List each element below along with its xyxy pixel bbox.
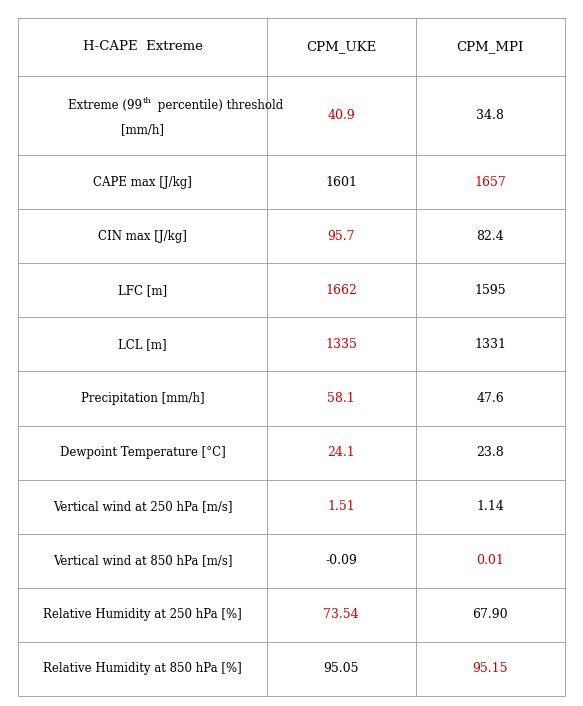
- Text: 1335: 1335: [325, 338, 357, 351]
- Text: 1.51: 1.51: [328, 500, 355, 513]
- Text: 95.05: 95.05: [324, 662, 359, 676]
- Text: 82.4: 82.4: [476, 229, 504, 243]
- Text: 47.6: 47.6: [476, 392, 504, 405]
- Text: [mm/h]: [mm/h]: [121, 124, 164, 136]
- Text: LFC [m]: LFC [m]: [118, 284, 167, 297]
- Text: 23.8: 23.8: [476, 446, 504, 459]
- Text: CPM_MPI: CPM_MPI: [456, 40, 524, 54]
- Text: Extreme (99: Extreme (99: [68, 99, 142, 112]
- Text: 95.15: 95.15: [473, 662, 508, 676]
- Text: 1601: 1601: [325, 176, 357, 189]
- Text: H-CAPE  Extreme: H-CAPE Extreme: [83, 40, 202, 54]
- Text: th: th: [142, 97, 151, 105]
- Text: CPM_UKE: CPM_UKE: [306, 40, 377, 54]
- Text: 1657: 1657: [475, 176, 506, 189]
- Text: 1331: 1331: [475, 338, 506, 351]
- Text: 73.54: 73.54: [324, 609, 359, 621]
- Text: -0.09: -0.09: [325, 554, 357, 568]
- Text: 24.1: 24.1: [328, 446, 355, 459]
- Text: 40.9: 40.9: [328, 109, 355, 122]
- Text: Dewpoint Temperature [°C]: Dewpoint Temperature [°C]: [59, 446, 225, 459]
- Text: 1595: 1595: [475, 284, 506, 297]
- Text: 67.90: 67.90: [473, 609, 508, 621]
- Text: 95.7: 95.7: [328, 229, 355, 243]
- Text: Vertical wind at 850 hPa [m/s]: Vertical wind at 850 hPa [m/s]: [52, 554, 232, 568]
- Text: 58.1: 58.1: [328, 392, 355, 405]
- Text: Relative Humidity at 850 hPa [%]: Relative Humidity at 850 hPa [%]: [43, 662, 242, 676]
- Text: LCL [m]: LCL [m]: [118, 338, 167, 351]
- Text: CIN max [J/kg]: CIN max [J/kg]: [98, 229, 187, 243]
- Text: Relative Humidity at 250 hPa [%]: Relative Humidity at 250 hPa [%]: [43, 609, 242, 621]
- Text: percentile) threshold: percentile) threshold: [154, 99, 284, 112]
- Text: CAPE max [J/kg]: CAPE max [J/kg]: [93, 176, 192, 189]
- Text: Vertical wind at 250 hPa [m/s]: Vertical wind at 250 hPa [m/s]: [52, 500, 232, 513]
- Text: Precipitation [mm/h]: Precipitation [mm/h]: [80, 392, 204, 405]
- Text: 1.14: 1.14: [476, 500, 504, 513]
- Text: 1662: 1662: [325, 284, 357, 297]
- Text: 34.8: 34.8: [476, 109, 504, 122]
- Text: 0.01: 0.01: [476, 554, 504, 568]
